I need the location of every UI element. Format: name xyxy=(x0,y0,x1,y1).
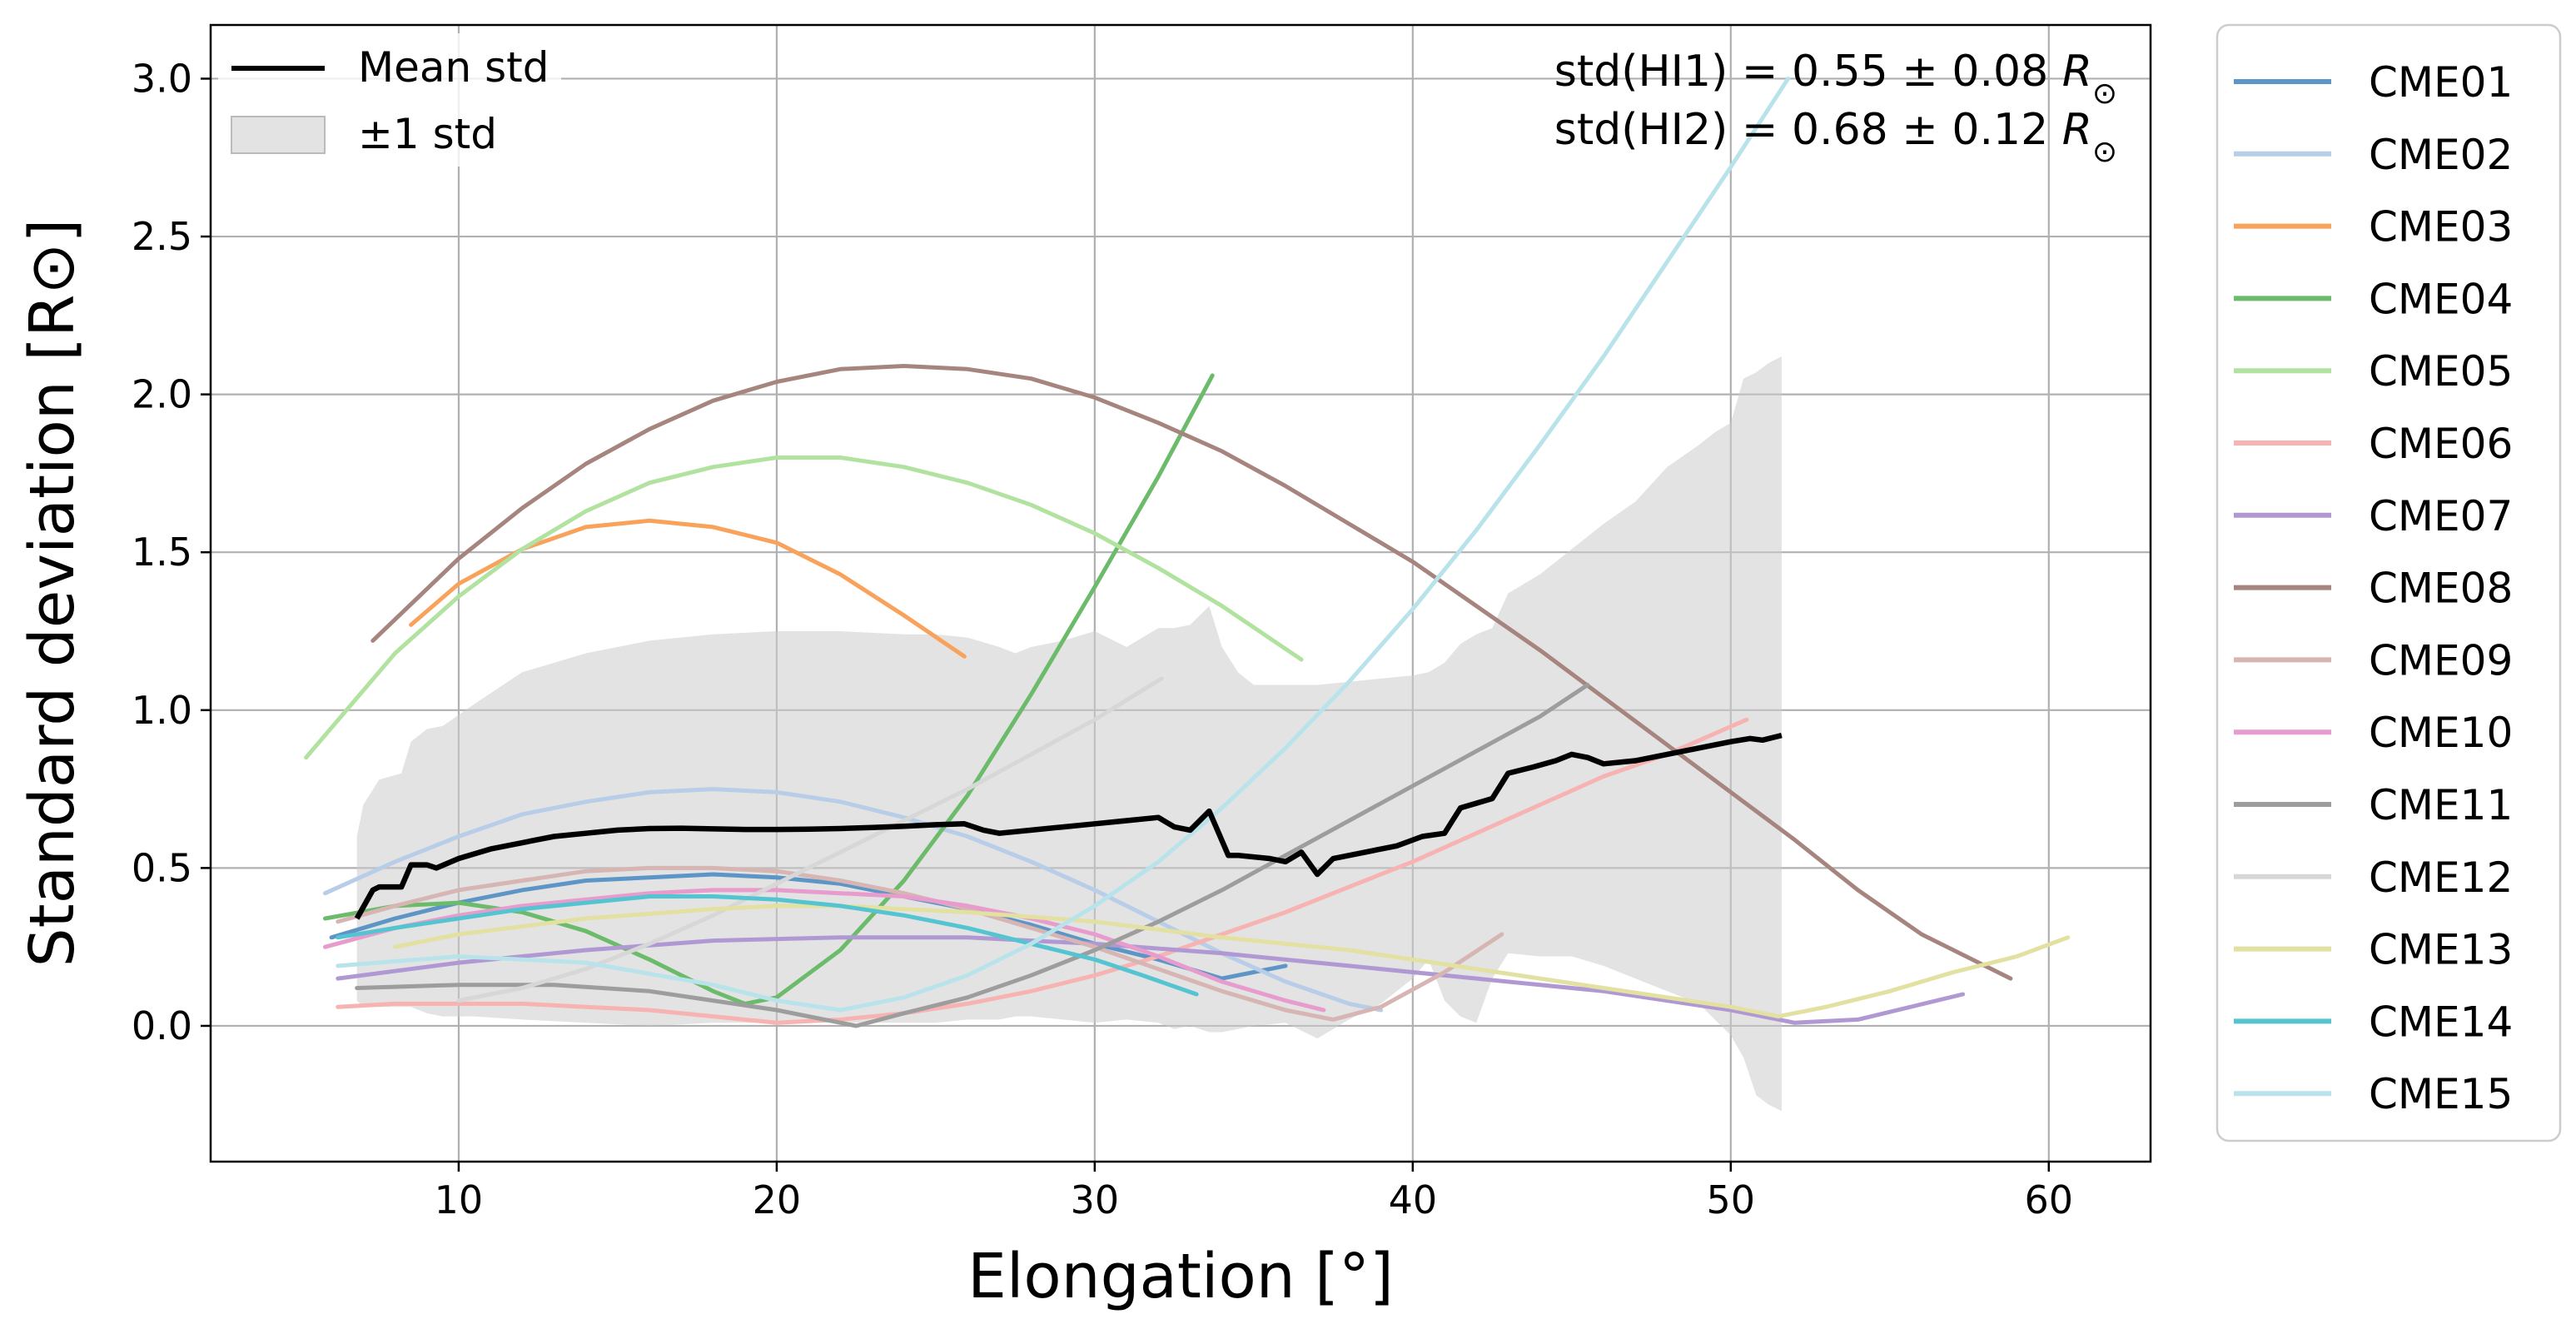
legend-label-cme06: CME06 xyxy=(2369,420,2513,468)
series-line-cme05 xyxy=(304,455,1304,760)
legend-label-cme05: CME05 xyxy=(2369,347,2513,396)
legend-label-cme02: CME02 xyxy=(2369,131,2513,179)
series-layer xyxy=(304,77,2071,1028)
annotation-hi1-unit: R xyxy=(2062,47,2092,97)
legend-label-mean: Mean std xyxy=(358,43,550,92)
x-tick-label: 60 xyxy=(2024,1177,2073,1222)
annotation-hi2-prefix: std(HI2) = 0.68 ± 0.12 xyxy=(1554,105,2062,155)
y-tick-label: 1.0 xyxy=(132,688,192,733)
y-tick-label: 2.0 xyxy=(132,372,192,417)
series-line-cme03 xyxy=(409,518,967,659)
series-line-cme11 xyxy=(355,683,1590,1028)
x-tick-label: 40 xyxy=(1389,1177,1438,1222)
legend-label-band: ±1 std xyxy=(358,110,497,158)
y-axis-title: Standard deviation [R⊙] xyxy=(17,219,88,968)
inner-legend: Mean std ±1 std xyxy=(218,33,561,167)
series-line-cme08 xyxy=(370,364,2013,981)
legend-label-cme12: CME12 xyxy=(2369,854,2513,902)
legend-label-cme03: CME03 xyxy=(2369,203,2513,251)
x-tick-label: 20 xyxy=(753,1177,802,1222)
series-line-cme07 xyxy=(336,935,1966,1025)
legend-label-cme01: CME01 xyxy=(2369,58,2513,107)
series-legend-box xyxy=(2215,23,2562,1142)
legend-label-cme07: CME07 xyxy=(2369,492,2513,540)
legend-label-cme10: CME10 xyxy=(2369,709,2513,757)
x-tick-label: 10 xyxy=(435,1177,484,1222)
series-line-cme01 xyxy=(329,872,1288,981)
legend-label-cme11: CME11 xyxy=(2369,781,2513,829)
legend-label-cme04: CME04 xyxy=(2369,275,2513,323)
y-tick-label: 3.0 xyxy=(132,56,192,101)
x-axis-title: Elongation [°] xyxy=(967,1241,1394,1312)
mean-std-line xyxy=(354,732,1783,920)
series-line-cme02 xyxy=(323,787,1384,1013)
y-axis: 0.0 0.5 1.0 1.5 2.0 2.5 3.0 xyxy=(132,56,211,1048)
x-tick-label: 30 xyxy=(1071,1177,1120,1222)
annotation-hi1-prefix: std(HI1) = 0.55 ± 0.08 xyxy=(1554,47,2062,97)
series-line-cme12 xyxy=(456,676,1164,1003)
y-tick-label: 1.5 xyxy=(132,530,192,575)
legend-label-cme14: CME14 xyxy=(2369,998,2513,1046)
y-tick-label: 0.5 xyxy=(132,845,192,890)
annotation-hi1-sub: ⊙ xyxy=(2092,77,2117,111)
plot-frame xyxy=(209,23,2152,1163)
annotation-hi2-sub: ⊙ xyxy=(2092,135,2117,169)
legend-label-cme08: CME08 xyxy=(2369,565,2513,613)
series-line-cme14 xyxy=(336,894,1199,997)
legend-label-cme09: CME09 xyxy=(2369,636,2513,684)
series-line-cme10 xyxy=(323,888,1326,1013)
y-tick-label: 0.0 xyxy=(132,1003,192,1048)
x-axis: 10 20 30 40 50 60 xyxy=(435,1162,2073,1222)
series-legend: CME01 CME02 CME03 CME04 CME05 CME06 CME07 CME08… xyxy=(2215,23,2562,1142)
legend-label-cme15: CME15 xyxy=(2369,1070,2513,1118)
annotation-hi1: std(HI1) = 0.55 ± 0.08 R⊙ xyxy=(1554,47,2117,111)
x-tick-label: 50 xyxy=(1707,1177,1756,1222)
series-line-cme06 xyxy=(336,717,1749,1025)
annotation-hi2-unit: R xyxy=(2062,105,2092,155)
series-line-cme04 xyxy=(323,373,1215,1006)
legend-swatch-band xyxy=(231,116,326,154)
mean-layer xyxy=(354,732,1783,920)
y-tick-label: 2.5 xyxy=(132,214,192,259)
annotation-hi2: std(HI2) = 0.68 ± 0.12 R⊙ xyxy=(1554,105,2117,169)
legend-label-cme13: CME13 xyxy=(2369,926,2513,974)
series-line-cme15 xyxy=(336,77,1791,1013)
series-line-cme13 xyxy=(393,903,2071,1019)
